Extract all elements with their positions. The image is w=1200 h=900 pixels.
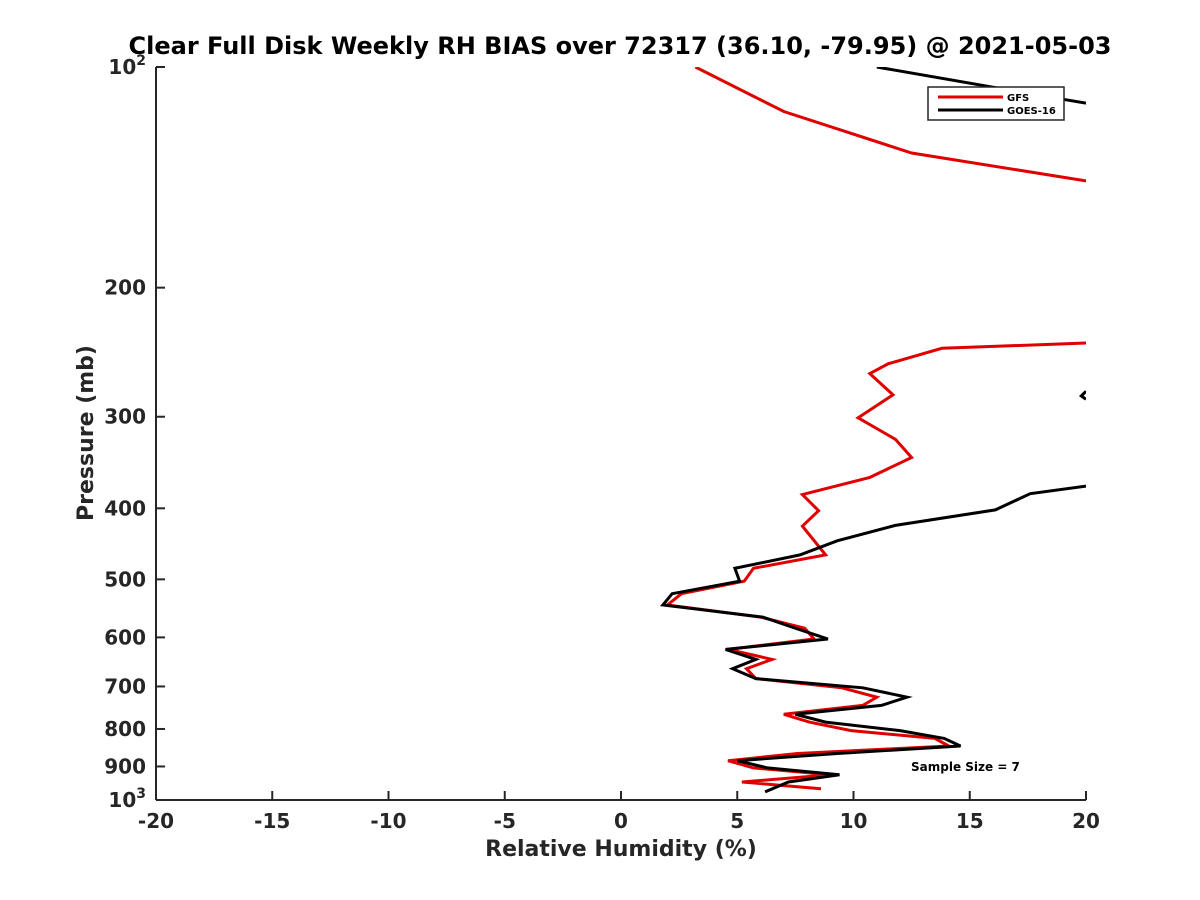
x-tick-label: 0 — [614, 809, 628, 833]
y-tick-label: 200 — [104, 276, 146, 300]
series-goes16-line-1 — [1078, 390, 1086, 401]
plot-area — [156, 67, 1086, 800]
y-tick-label: 800 — [104, 717, 146, 741]
y-tick-label: 400 — [104, 496, 146, 520]
y-tick-label: 900 — [104, 754, 146, 778]
x-tick-label: -10 — [370, 809, 406, 833]
y-tick-label: 600 — [104, 625, 146, 649]
x-tick-label: -20 — [138, 809, 174, 833]
legend-label-goes16: GOES-16 — [1007, 106, 1056, 117]
series-goes16 — [660, 67, 1086, 794]
x-tick-label: -15 — [254, 809, 290, 833]
y-tick-label: 103 — [108, 786, 146, 812]
series-goes16-line-2 — [660, 484, 1086, 794]
legend: GFS GOES-16 — [927, 86, 1065, 121]
legend-box — [927, 86, 1065, 121]
y-tick-label: 500 — [104, 567, 146, 591]
x-tick-label: 5 — [730, 809, 744, 833]
y-tick-label: 300 — [104, 405, 146, 429]
series-gfs-line-1 — [663, 341, 1086, 791]
x-tick-label: 10 — [840, 809, 868, 833]
sample-size-annotation: Sample Size = 7 — [911, 760, 1020, 774]
y-tick-label: 700 — [104, 674, 146, 698]
chart-title: Clear Full Disk Weekly RH BIAS over 7231… — [129, 32, 1112, 60]
x-tick-label: 20 — [1072, 809, 1100, 833]
series-gfs-line-0 — [694, 67, 1086, 183]
x-tick-label: -5 — [494, 809, 516, 833]
x-axis-label: Relative Humidity (%) — [485, 837, 757, 862]
y-tick-label: 102 — [108, 53, 146, 79]
y-axis-label: Pressure (mb) — [74, 345, 99, 521]
x-tick-label: 15 — [956, 809, 984, 833]
legend-label-gfs: GFS — [1007, 93, 1029, 104]
series-gfs — [663, 67, 1086, 791]
